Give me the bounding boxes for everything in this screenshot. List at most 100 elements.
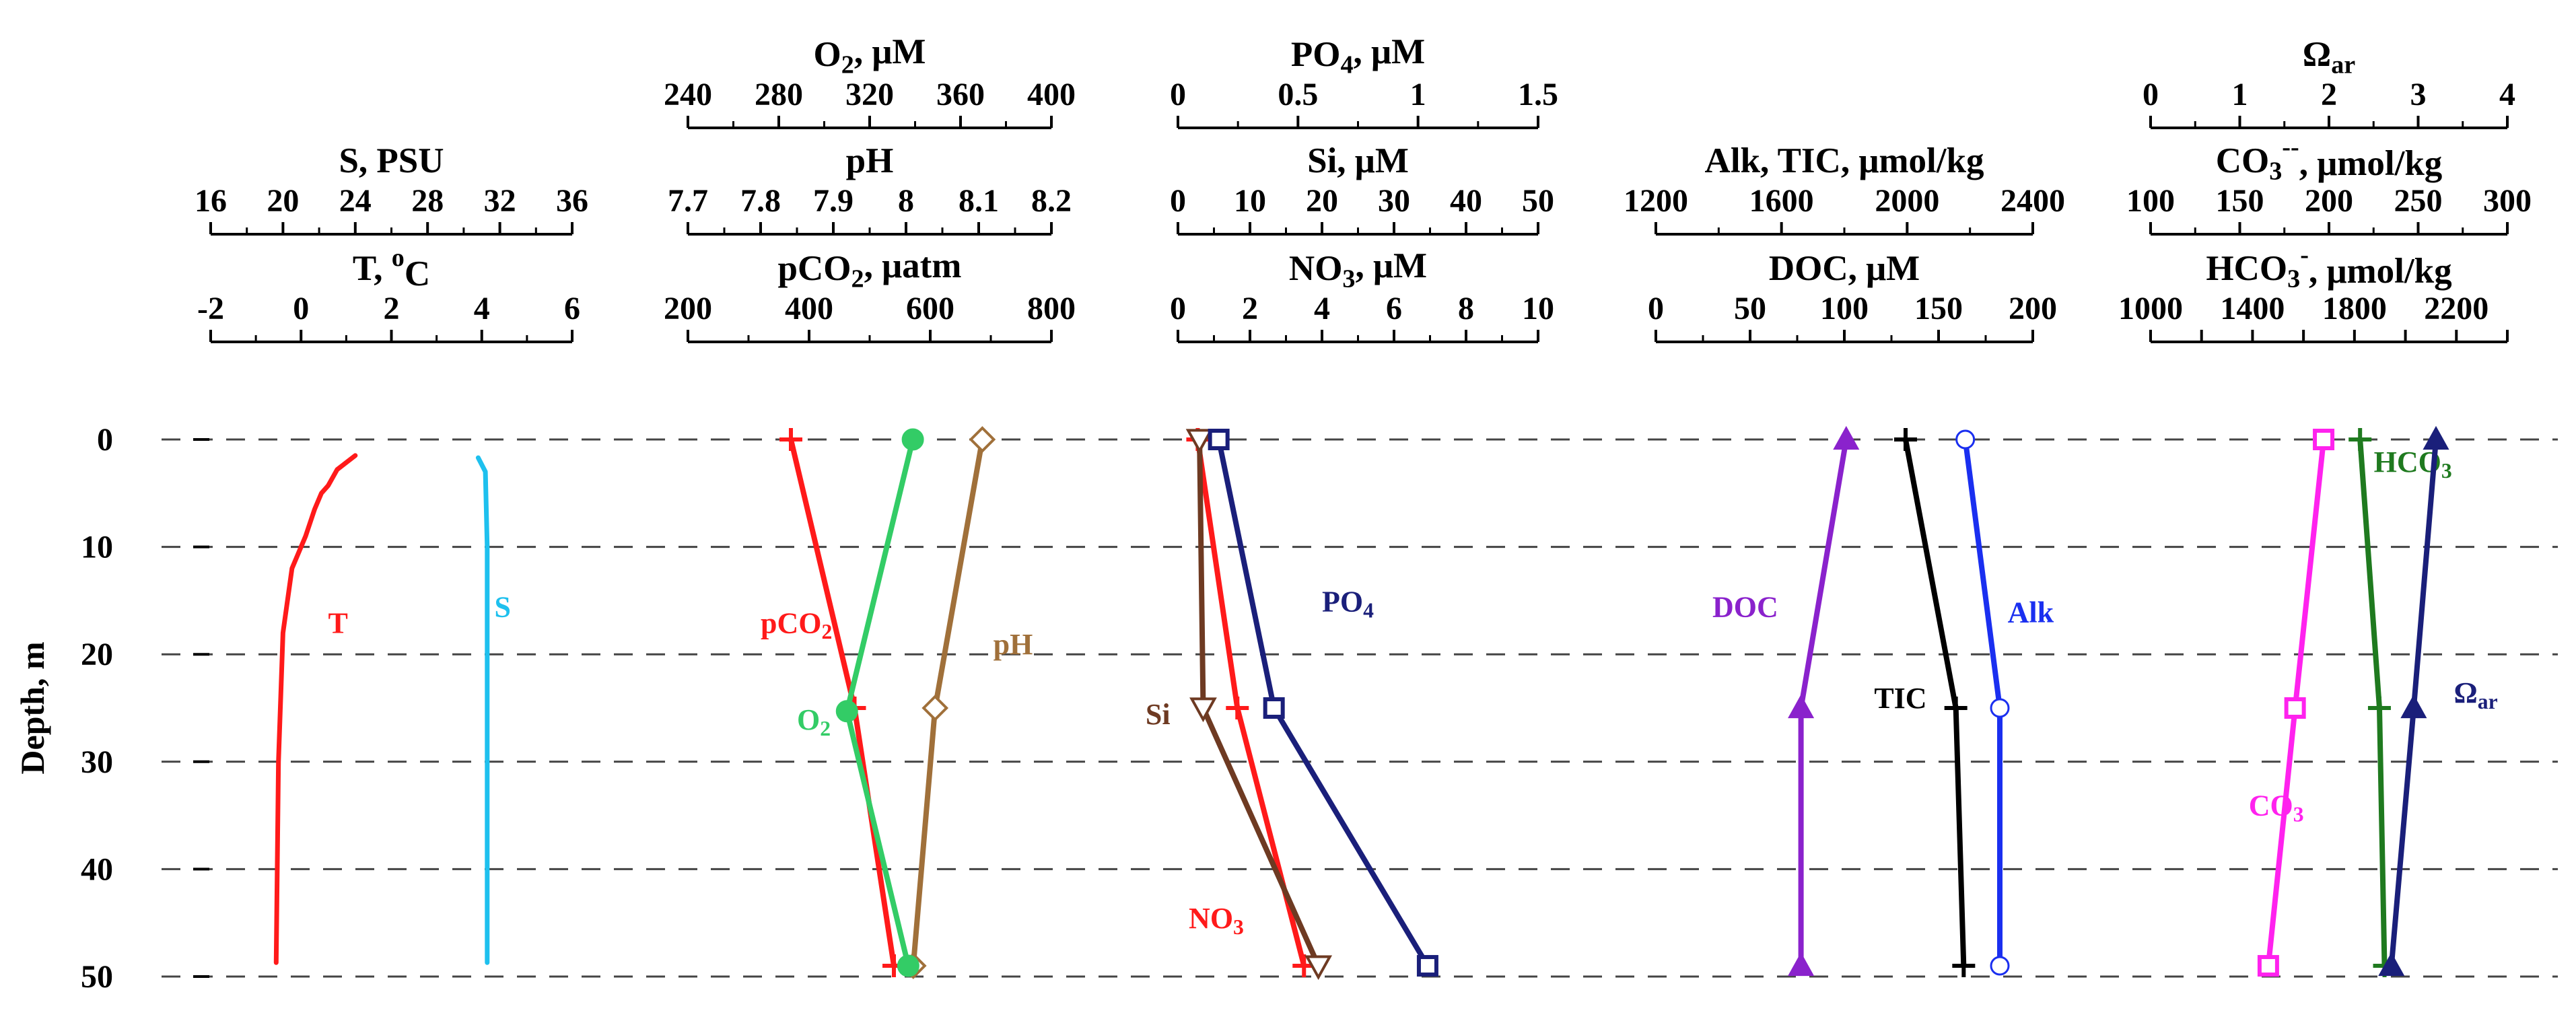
axis-tick-label-ph: 8 xyxy=(898,183,914,219)
series-label-pco2: pCO2​ xyxy=(761,606,832,643)
axis-title-alk-part: Alk, TIC, μmol/kg xyxy=(1705,141,1984,180)
series-label-ph-part: pH xyxy=(994,628,1033,661)
axis-tick-label-po4: 0.5 xyxy=(1278,77,1318,112)
axis-tick-label-ph: 7.7 xyxy=(668,183,708,219)
series-label-alk: Alk xyxy=(2008,596,2054,629)
axis-title-s-part: S, PSU xyxy=(339,141,444,180)
axis-title-doc: DOC, μM xyxy=(1769,249,1920,288)
axis-alk: 1200 1600 2000 2400 Alk, TIC, μmol/kg xyxy=(1624,141,2065,236)
axis-tick-label-co3: 300 xyxy=(2483,183,2532,219)
series-line-ph xyxy=(910,437,985,968)
axis-tick-label-po4: 0 xyxy=(1170,77,1186,112)
axis-tick-label-si: 50 xyxy=(1522,183,1554,219)
axis-tick-label-alk: 2400 xyxy=(2000,183,2065,219)
axis-title-no3-part: , μM xyxy=(1356,246,1428,285)
series-point-no3 xyxy=(1226,697,1249,719)
axis-tick-label-t: 4 xyxy=(474,291,490,326)
series-t: T xyxy=(273,453,358,965)
series-label-s: S xyxy=(495,590,511,623)
series-label-hco3: HCO3​ xyxy=(2374,446,2452,483)
series-point-si xyxy=(1304,955,1333,981)
axis-tick-label-no3: 6 xyxy=(1386,291,1402,326)
series-point-ph xyxy=(969,426,996,453)
series-point-doc xyxy=(1833,425,1860,450)
axis-tick-label-hco3: 2200 xyxy=(2424,291,2488,326)
series-po4: PO4​ xyxy=(1208,429,1438,977)
series-o2: O2​ xyxy=(797,428,924,977)
axis-title-o2-part: 2 xyxy=(841,51,854,79)
axis-title-o2: O2​, μM xyxy=(814,32,926,79)
series-label-tic: TIC xyxy=(1874,682,1926,715)
series-label-no3: NO3​ xyxy=(1189,902,1244,939)
series-s: S xyxy=(475,455,511,965)
axis-tick-label-pco2: 600 xyxy=(906,291,954,326)
series-point-co3 xyxy=(2257,955,2279,977)
depth-tick-label-50: 50 xyxy=(81,959,113,995)
axis-tick-label-si: 0 xyxy=(1170,183,1186,219)
series-label-pco2-part: pCO xyxy=(761,606,821,639)
axis-title-alk: Alk, TIC, μmol/kg xyxy=(1705,141,1984,180)
series-pco2: pCO2​ xyxy=(761,428,905,978)
axis-po4: 0 0.5 1 1.5 PO4​, μM xyxy=(1170,32,1558,129)
series-point-doc xyxy=(1788,952,1815,977)
axis-tick-label-o2: 280 xyxy=(755,77,803,112)
axis-title-pco2-part: pCO xyxy=(778,249,851,288)
series-label-si: Si xyxy=(1146,698,1171,731)
series-point-alk xyxy=(1990,956,2010,976)
series-line-doc xyxy=(1798,437,1849,968)
axis-tick-label-s: 20 xyxy=(267,183,299,219)
axis-tick-label-doc: 150 xyxy=(1914,291,1963,326)
series-ph: pH xyxy=(899,426,1033,979)
series-label-t-part: T xyxy=(328,606,348,639)
series-co3: CO3​ xyxy=(2249,429,2335,977)
axis-tick-label-omega: 2 xyxy=(2321,77,2337,112)
depth-tick-label-20: 20 xyxy=(81,637,113,672)
series-line-si xyxy=(1197,437,1321,968)
series-alk: Alk xyxy=(1955,429,2054,976)
axis-tick-label-t: 2 xyxy=(384,291,400,326)
series-label-co3-part: CO xyxy=(2249,789,2293,822)
axis-title-co3: CO3​--​, μmol/kg xyxy=(2216,133,2443,186)
axis-tick-label-si: 40 xyxy=(1450,183,1482,219)
axis-tick-label-co3: 250 xyxy=(2394,183,2443,219)
series-point-si xyxy=(1189,697,1217,723)
axis-tick-label-pco2: 400 xyxy=(785,291,833,326)
series-line-po4 xyxy=(1216,437,1430,968)
axis-no3: 0 2 4 6 8 10 NO3​, μM xyxy=(1170,246,1554,343)
axis-tick-label-alk: 1600 xyxy=(1749,183,1814,219)
axis-title-po4: PO4​, μM xyxy=(1291,32,1425,79)
axis-tick-label-no3: 2 xyxy=(1242,291,1258,326)
axis-title-co3-part: , μmol/kg xyxy=(2299,144,2443,183)
series-label-si-part: Si xyxy=(1146,698,1171,731)
series-label-po4: PO4​ xyxy=(1322,585,1374,622)
depth-gridlines xyxy=(162,438,2558,978)
axis-title-t-part: o xyxy=(392,244,405,272)
axis-tick-label-s: 28 xyxy=(411,183,444,219)
axis-co3: 100 150 200 250 300 CO3​--​, μmol/kg xyxy=(2126,133,2532,236)
axis-tick-label-doc: 200 xyxy=(2009,291,2057,326)
axis-tick-label-no3: 4 xyxy=(1314,291,1330,326)
depth-axis-title: Depth, m xyxy=(13,641,51,774)
depth-tick-label-0: 0 xyxy=(97,422,113,458)
series-label-po4-part: 4 xyxy=(1363,598,1374,622)
axis-title-ph: pH xyxy=(846,141,894,180)
axis-tick-label-ph: 7.8 xyxy=(740,183,781,219)
series-label-co3: CO3​ xyxy=(2249,789,2304,826)
depth-tick-label-40: 40 xyxy=(81,851,113,887)
axis-tick-label-po4: 1.5 xyxy=(1518,77,1558,112)
axis-tick-label-hco3: 1400 xyxy=(2220,291,2285,326)
series-point-omega-ar xyxy=(2400,694,2427,719)
series-point-alk xyxy=(1990,698,2010,718)
axis-tick-label-omega: 1 xyxy=(2232,77,2248,112)
axis-title-po4-part: , μM xyxy=(1354,32,1426,71)
axis-tick-label-si: 10 xyxy=(1234,183,1266,219)
axis-title-pco2-part: 2 xyxy=(851,265,864,293)
axis-tick-label-t: -2 xyxy=(197,291,224,326)
axis-title-omega-part: Ω xyxy=(2303,35,2331,74)
axis-tick-label-no3: 8 xyxy=(1458,291,1474,326)
axis-ph: 7.7 7.8 7.9 8 8.1 8.2 pH xyxy=(668,141,1072,236)
axis-tick-label-co3: 100 xyxy=(2126,183,2175,219)
depth-tick-label-10: 10 xyxy=(81,530,113,565)
